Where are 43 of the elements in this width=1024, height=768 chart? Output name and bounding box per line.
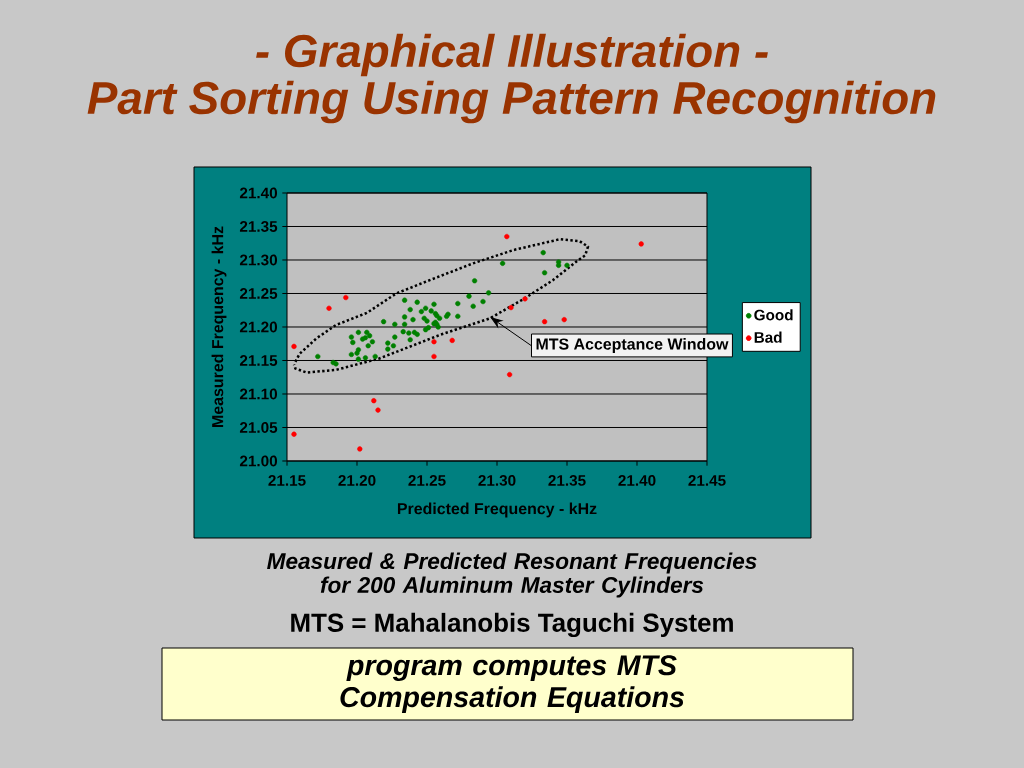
y-tick-label: 21.35 bbox=[239, 221, 278, 232]
point bbox=[638, 241, 644, 247]
x-tick-label: 21.40 bbox=[618, 475, 656, 486]
point bbox=[371, 398, 377, 404]
point bbox=[504, 233, 510, 240]
y-tick-label: 21.40 bbox=[239, 187, 278, 199]
text: program computes MTS Compensation Equations bbox=[340, 655, 684, 713]
point bbox=[291, 343, 297, 350]
point bbox=[542, 319, 548, 325]
y-axis-title: Measured Frequency - kHz bbox=[211, 226, 227, 427]
point bbox=[357, 446, 363, 452]
point bbox=[343, 294, 349, 301]
point bbox=[561, 317, 567, 323]
point bbox=[449, 337, 455, 343]
chart-subtitle: Part Sorting Using Pattern Recognition bbox=[87, 80, 936, 124]
x-tick-label: 21.45 bbox=[688, 475, 726, 486]
legend-label: Good bbox=[754, 309, 793, 321]
annotation: MTS Acceptance Window bbox=[536, 338, 729, 353]
y-tick-label: 21.05 bbox=[239, 422, 278, 433]
point bbox=[375, 407, 381, 413]
text: Measured & Predicted Resonant Frequencies for 200 Aluminum Master Cylinders bbox=[267, 552, 757, 598]
point bbox=[431, 339, 437, 345]
point bbox=[522, 296, 528, 302]
point bbox=[431, 353, 437, 360]
y-tick-label: 21.25 bbox=[239, 288, 278, 299]
x-tick-label: 21.15 bbox=[268, 475, 306, 486]
y-tick-label: 21.10 bbox=[239, 388, 278, 400]
point bbox=[507, 371, 513, 378]
y-tick-label: 21.00 bbox=[239, 455, 278, 467]
chart-title: - Graphical Illustration - bbox=[256, 33, 768, 77]
x-tick-label: 21.20 bbox=[338, 475, 376, 486]
point bbox=[508, 304, 514, 311]
x-tick-label: 21.35 bbox=[548, 475, 586, 486]
point bbox=[326, 305, 332, 311]
y-tick-label: 21.20 bbox=[239, 321, 278, 333]
x-axis-title: Predicted Frequency - kHz bbox=[397, 502, 597, 518]
x-tick-label: 21.30 bbox=[478, 475, 516, 486]
x-tick-label: 21.25 bbox=[408, 475, 446, 486]
point bbox=[291, 431, 297, 437]
legend-label: Bad bbox=[754, 331, 782, 343]
y-tick-label: 21.30 bbox=[239, 254, 278, 266]
y-tick-label: 21.15 bbox=[239, 355, 278, 366]
text: MTS = Mahalanobis Taguchi System bbox=[291, 612, 733, 638]
